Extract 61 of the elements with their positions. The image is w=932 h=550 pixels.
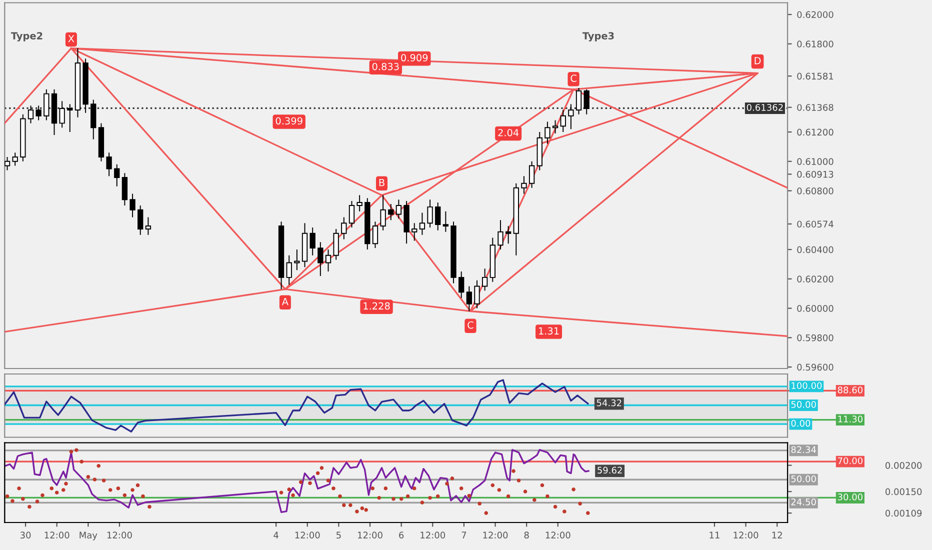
annotation: Type3 [582, 32, 614, 42]
y-tick-label: 0.60574 [797, 220, 834, 228]
annotation: 2.04 [498, 128, 519, 136]
annotation: A [282, 298, 288, 306]
annotation: 1.228 [364, 302, 390, 310]
y-tick-label: 0.59800 [797, 334, 834, 342]
x-tick-label: 8 [524, 532, 529, 539]
x-tick-label: 6 [399, 532, 404, 539]
ref-line-label: 0.61362 [746, 104, 783, 111]
y-tick-label: 0.61000 [797, 158, 834, 165]
y-tick-label: 0.60200 [797, 276, 834, 282]
x-tick-label: 4 [274, 532, 278, 538]
annotation: X [68, 35, 74, 42]
annotation: 0.833 [372, 62, 399, 70]
ref-line-label: 24.50 [791, 498, 816, 506]
annotation: B [379, 179, 384, 186]
annotation: 1.31 [539, 327, 559, 335]
y2-tick-label: 0.00150 [886, 488, 922, 496]
x-tick-label: 12:00 [546, 532, 570, 539]
x-tick-label: 12:00 [107, 532, 132, 539]
ref-line-label: 100.00 [792, 382, 822, 390]
annotation: C [468, 321, 474, 329]
annotation: C [570, 74, 576, 82]
x-tick-label: 11 [710, 532, 720, 538]
y-tick-label: 0.60800 [797, 187, 834, 194]
annotation: D [754, 57, 761, 64]
ref-line-label: 50.00 [791, 475, 816, 482]
y-tick-label: 0.60400 [797, 246, 834, 254]
x-tick-label: May [80, 532, 98, 540]
x-tick-label: 5 [336, 532, 341, 539]
annotation: 0.399 [276, 117, 302, 125]
annotation: 59.62 [598, 466, 622, 474]
y-tick-label: 0.59600 [797, 364, 834, 371]
ref-line-label: 30.00 [838, 494, 863, 500]
ref-line-label: 50.00 [791, 401, 816, 408]
x-tick-label: 12:00 [734, 532, 758, 539]
ref-line-label: 88.60 [838, 386, 863, 394]
annotation: 54.32 [596, 399, 622, 406]
y-tick-label: 0.60000 [797, 305, 834, 312]
y-tick-label: 0.60913 [797, 170, 834, 178]
y-tick-label: 0.61368 [797, 104, 834, 111]
annotation: 0.909 [401, 54, 428, 62]
y2-tick-label: 0.00200 [886, 462, 922, 469]
x-tick-label: 12 [772, 532, 782, 538]
x-tick-label: 12:00 [483, 532, 508, 539]
x-tick-label: 12:00 [295, 532, 320, 539]
ref-line-label: 0.00 [791, 420, 810, 427]
x-tick-label: 12:00 [420, 532, 446, 539]
y-tick-label: 0.61581 [797, 72, 834, 80]
y-tick-label: 0.61200 [797, 128, 834, 136]
ref-line-label: 11.30 [838, 416, 863, 422]
x-tick-label: 7 [462, 532, 466, 538]
x-tick-label: 12:00 [44, 532, 70, 539]
annotation: Type2 [10, 32, 42, 42]
y-tick-label: 0.61800 [797, 40, 834, 48]
x-tick-label: 12:00 [358, 532, 382, 539]
ref-line-label: 70.00 [838, 457, 863, 464]
ref-line-label: 82.34 [791, 446, 816, 454]
y-tick-label: 0.62000 [797, 11, 834, 18]
y2-tick-label: 0.00109 [886, 510, 922, 517]
x-tick-label: 30 [20, 532, 31, 539]
